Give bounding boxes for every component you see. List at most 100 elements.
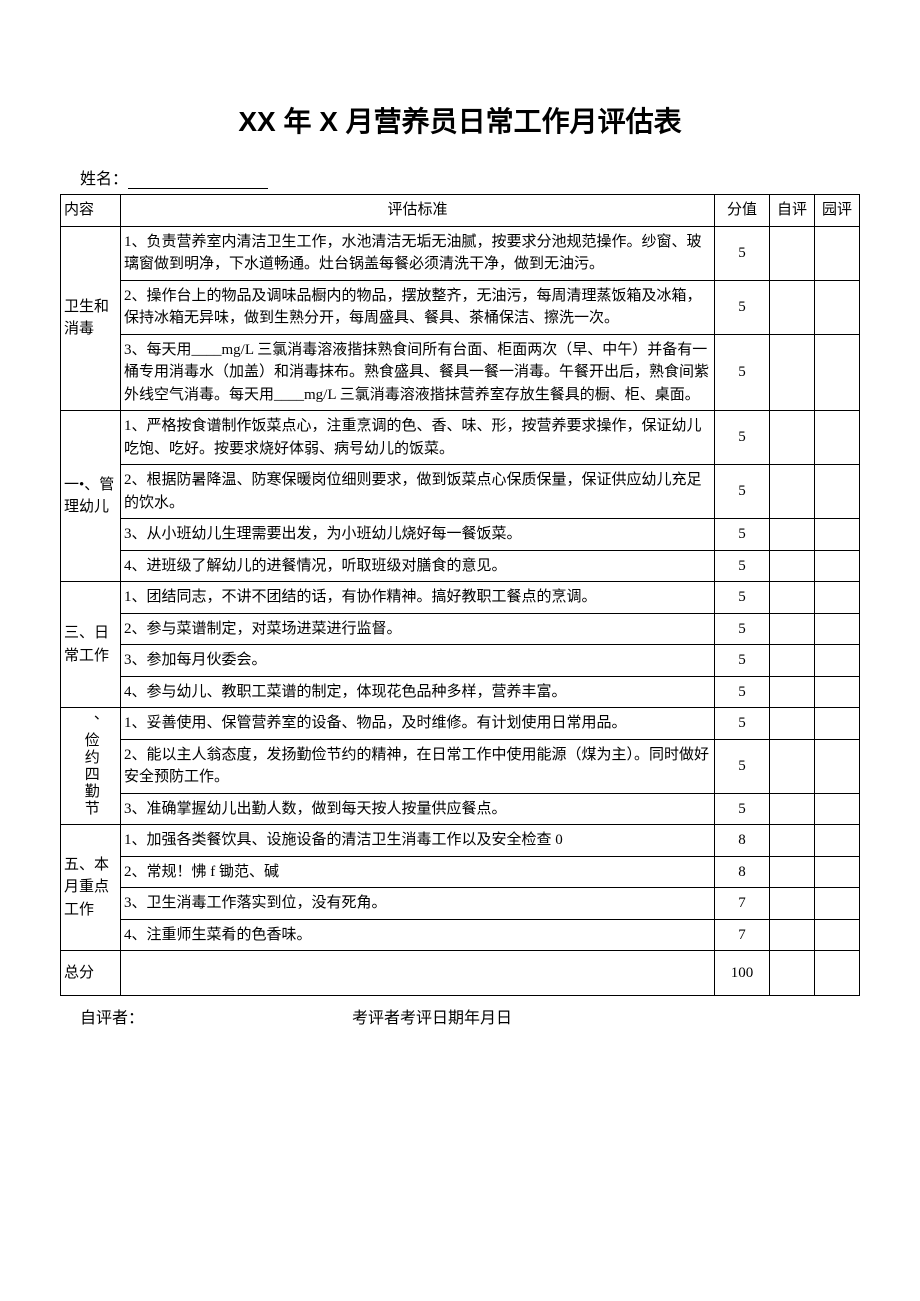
table-row: 2、操作台上的物品及调味品橱内的物品，摆放整齐，无油污，每周清理蒸饭箱及冰箱，保… xyxy=(61,280,860,334)
score-cell: 7 xyxy=(715,888,770,920)
criteria-cell: 1、团结同志，不讲不团结的话，有协作精神。搞好教职工餐点的烹调。 xyxy=(121,582,715,614)
criteria-cell: 3、参加每月伙委会。 xyxy=(121,645,715,677)
self-evaluator-label: 自评者： xyxy=(80,1010,144,1027)
table-row: 2、常规！怫 f 锄范、碱8 xyxy=(61,856,860,888)
self-eval-cell xyxy=(770,550,815,582)
table-row: 五、本月重点工作1、加强各类餐饮具、设施设备的清洁卫生消毒工作以及安全检查 08 xyxy=(61,825,860,857)
garden-eval-cell xyxy=(815,280,860,334)
score-cell: 5 xyxy=(715,280,770,334)
score-cell: 5 xyxy=(715,465,770,519)
score-cell: 5 xyxy=(715,519,770,551)
table-row: 3、每天用____mg/L 三氯消毒溶液揩抹熟食间所有台面、柜面两次（早、中午）… xyxy=(61,334,860,411)
criteria-cell: 2、操作台上的物品及调味品橱内的物品，摆放整齐，无油污，每周清理蒸饭箱及冰箱，保… xyxy=(121,280,715,334)
criteria-cell: 2、根据防暑降温、防寒保暖岗位细则要求，做到饭菜点心保质保量，保证供应幼儿充足的… xyxy=(121,465,715,519)
table-row: 三、日常工作1、团结同志，不讲不团结的话，有协作精神。搞好教职工餐点的烹调。5 xyxy=(61,582,860,614)
criteria-cell: 3、每天用____mg/L 三氯消毒溶液揩抹熟食间所有台面、柜面两次（早、中午）… xyxy=(121,334,715,411)
score-cell: 5 xyxy=(715,708,770,740)
criteria-cell: 2、参与菜谱制定，对菜场进菜进行监督。 xyxy=(121,613,715,645)
table-row: 4、进班级了解幼儿的进餐情况，听取班级对膳食的意见。5 xyxy=(61,550,860,582)
criteria-cell: 1、负责营养室内清洁卫生工作，水池清洁无垢无油腻，按要求分池规范操作。纱窗、玻璃… xyxy=(121,226,715,280)
table-row: 3、准确掌握幼儿出勤人数，做到每天按人按量供应餐点。5 xyxy=(61,793,860,825)
criteria-cell: 1、严格按食谱制作饭菜点心，注重烹调的色、香、味、形，按营养要求操作，保证幼儿吃… xyxy=(121,411,715,465)
header-score: 分值 xyxy=(715,195,770,227)
self-eval-cell xyxy=(770,582,815,614)
self-eval-cell xyxy=(770,519,815,551)
self-eval-cell xyxy=(770,888,815,920)
criteria-cell: 3、卫生消毒工作落实到位，没有死角。 xyxy=(121,888,715,920)
table-row: 、俭约四勤节1、妥善使用、保管营养室的设备、物品，及时维修。有计划使用日常用品。… xyxy=(61,708,860,740)
evaluator-date-label: 考评者考评日期年月日 xyxy=(352,1010,512,1027)
name-blank xyxy=(128,188,268,189)
score-cell: 5 xyxy=(715,582,770,614)
table-header-row: 内容 评估标准 分值 自评 园评 xyxy=(61,195,860,227)
score-cell: 5 xyxy=(715,613,770,645)
table-row: 4、参与幼儿、教职工菜谱的制定，体现花色品种多样，营养丰富。5 xyxy=(61,676,860,708)
table-row: 4、注重师生菜肴的色香味。7 xyxy=(61,919,860,951)
score-cell: 5 xyxy=(715,645,770,677)
self-eval-cell xyxy=(770,613,815,645)
criteria-cell: 3、准确掌握幼儿出勤人数，做到每天按人按量供应餐点。 xyxy=(121,793,715,825)
self-eval-cell xyxy=(770,226,815,280)
score-cell: 8 xyxy=(715,856,770,888)
garden-eval-cell xyxy=(815,226,860,280)
garden-eval-cell xyxy=(815,465,860,519)
total-score-cell: 100 xyxy=(715,951,770,996)
criteria-cell: 4、进班级了解幼儿的进餐情况，听取班级对膳食的意见。 xyxy=(121,550,715,582)
header-criteria: 评估标准 xyxy=(121,195,715,227)
table-row: 3、从小班幼儿生理需要出发，为小班幼儿烧好每一餐饭菜。5 xyxy=(61,519,860,551)
category-cell: 三、日常工作 xyxy=(61,582,121,708)
self-eval-cell xyxy=(770,919,815,951)
garden-eval-cell xyxy=(815,793,860,825)
self-eval-cell xyxy=(770,708,815,740)
self-eval-cell xyxy=(770,793,815,825)
criteria-cell: 2、常规！怫 f 锄范、碱 xyxy=(121,856,715,888)
table-row: 2、根据防暑降温、防寒保暖岗位细则要求，做到饭菜点心保质保量，保证供应幼儿充足的… xyxy=(61,465,860,519)
score-cell: 5 xyxy=(715,793,770,825)
garden-eval-cell xyxy=(815,613,860,645)
criteria-cell: 2、能以主人翁态度，发扬勤俭节约的精神，在日常工作中使用能源（煤为主）。同时做好… xyxy=(121,739,715,793)
garden-eval-cell xyxy=(815,550,860,582)
table-row: 2、参与菜谱制定，对菜场进菜进行监督。5 xyxy=(61,613,860,645)
garden-eval-cell xyxy=(815,582,860,614)
table-row: 3、卫生消毒工作落实到位，没有死角。7 xyxy=(61,888,860,920)
header-category: 内容 xyxy=(61,195,121,227)
self-eval-cell xyxy=(770,334,815,411)
header-garden: 园评 xyxy=(815,195,860,227)
self-eval-cell xyxy=(770,411,815,465)
score-cell: 8 xyxy=(715,825,770,857)
self-eval-cell xyxy=(770,825,815,857)
table-row: 一•、管理幼儿1、严格按食谱制作饭菜点心，注重烹调的色、香、味、形，按营养要求操… xyxy=(61,411,860,465)
score-cell: 7 xyxy=(715,919,770,951)
table-row: 卫生和消毒1、负责营养室内清洁卫生工作，水池清洁无垢无油腻，按要求分池规范操作。… xyxy=(61,226,860,280)
category-cell: 五、本月重点工作 xyxy=(61,825,121,951)
self-eval-cell xyxy=(770,856,815,888)
garden-eval-cell xyxy=(815,919,860,951)
total-self-cell xyxy=(770,951,815,996)
total-row: 总分 100 xyxy=(61,951,860,996)
criteria-cell: 3、从小班幼儿生理需要出发，为小班幼儿烧好每一餐饭菜。 xyxy=(121,519,715,551)
score-cell: 5 xyxy=(715,411,770,465)
footer-line: 自评者： 考评者考评日期年月日 xyxy=(60,1004,860,1028)
self-eval-cell xyxy=(770,465,815,519)
score-cell: 5 xyxy=(715,226,770,280)
table-row: 3、参加每月伙委会。5 xyxy=(61,645,860,677)
score-cell: 5 xyxy=(715,739,770,793)
table-row: 2、能以主人翁态度，发扬勤俭节约的精神，在日常工作中使用能源（煤为主）。同时做好… xyxy=(61,739,860,793)
score-cell: 5 xyxy=(715,550,770,582)
garden-eval-cell xyxy=(815,411,860,465)
garden-eval-cell xyxy=(815,708,860,740)
total-label-cell: 总分 xyxy=(61,951,121,996)
garden-eval-cell xyxy=(815,676,860,708)
self-eval-cell xyxy=(770,645,815,677)
category-cell: 、俭约四勤节 xyxy=(61,708,121,825)
total-garden-cell xyxy=(815,951,860,996)
evaluation-table: 内容 评估标准 分值 自评 园评 卫生和消毒1、负责营养室内清洁卫生工作，水池清… xyxy=(60,194,860,996)
garden-eval-cell xyxy=(815,519,860,551)
self-eval-cell xyxy=(770,280,815,334)
name-label: 姓名： xyxy=(80,171,128,188)
garden-eval-cell xyxy=(815,825,860,857)
total-criteria-cell xyxy=(121,951,715,996)
criteria-cell: 4、注重师生菜肴的色香味。 xyxy=(121,919,715,951)
header-self: 自评 xyxy=(770,195,815,227)
garden-eval-cell xyxy=(815,645,860,677)
